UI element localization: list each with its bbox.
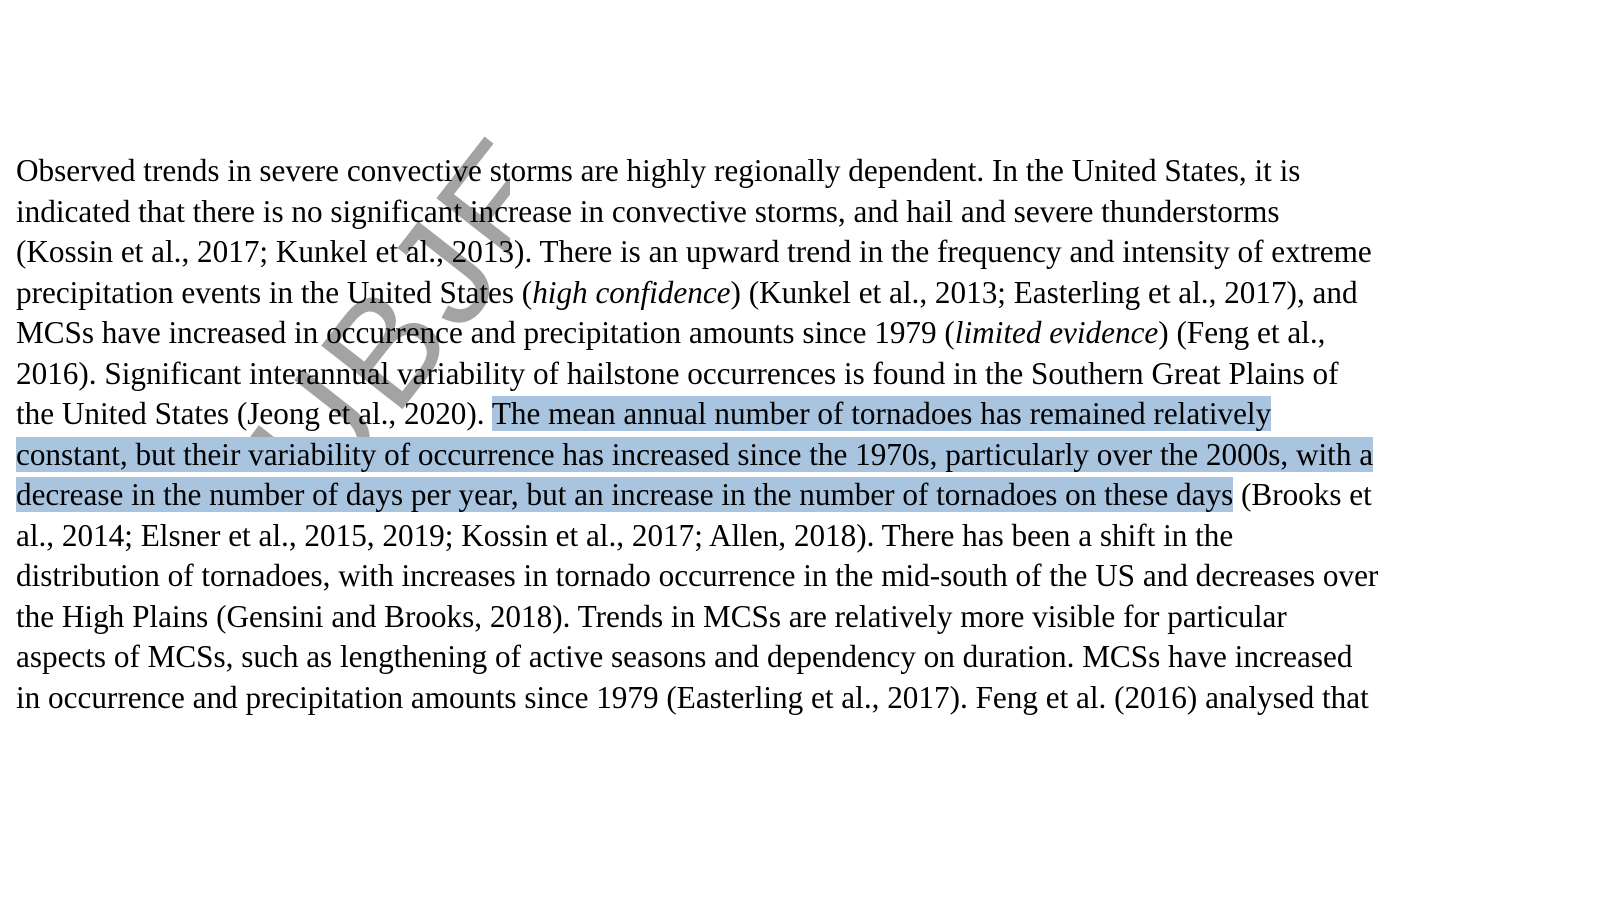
highlighted-text[interactable]: constant, but their variability of occur… [16,436,1374,472]
text-line: (Kossin et al., 2017; Kunkel et al., 201… [16,232,1576,273]
text-line: al., 2014; Elsner et al., 2015, 2019; Ko… [16,516,1576,557]
line-text: indicated that there is no significant i… [16,193,1280,229]
line-text: the High Plains (Gensini and Brooks, 201… [16,598,1287,634]
text-line: precipitation events in the United State… [16,273,1576,314]
text-line: constant, but their variability of occur… [16,435,1576,476]
text-line: the High Plains (Gensini and Brooks, 201… [16,597,1576,638]
line-text: (Kossin et al., 2017; Kunkel et al., 201… [16,234,1372,269]
line-text: (Brooks et [1233,477,1372,512]
text-line: 2016). Significant interannual variabili… [16,354,1576,395]
line-text: ) (Kunkel et al., 2013; Easterling et al… [730,274,1358,310]
line-text: Observed trends in severe convective sto… [16,153,1301,188]
text-line: MCSs have increased in occurrence and pr… [16,313,1576,354]
text-line: Observed trends in severe convective sto… [16,151,1576,192]
text-line: decrease in the number of days per year,… [16,475,1576,516]
italic-text: high confidence [532,274,731,310]
text-line: distribution of tornadoes, with increase… [16,556,1576,597]
line-text: distribution of tornadoes, with increase… [16,558,1379,593]
text-line: the United States (Jeong et al., 2020). … [16,394,1576,435]
body-paragraph[interactable]: Observed trends in severe convective sto… [16,151,1576,718]
line-text: ) (Feng et al., [1158,315,1326,350]
line-text: the United States (Jeong et al., 2020). [16,396,492,431]
line-text: precipitation events in the United State… [16,274,533,310]
highlighted-text[interactable]: decrease in the number of days per year,… [16,477,1234,512]
text-line: aspects of MCSs, such as lengthening of … [16,637,1576,678]
line-text: MCSs have increased in occurrence and pr… [16,315,955,350]
line-text: al., 2014; Elsner et al., 2015, 2019; Ko… [16,517,1234,553]
line-text: in occurrence and precipitation amounts … [16,679,1369,715]
line-text: aspects of MCSs, such as lengthening of … [16,639,1353,674]
text-line: in occurrence and precipitation amounts … [16,678,1576,719]
highlighted-text[interactable]: The mean annual number of tornadoes has … [491,396,1272,431]
line-text: 2016). Significant interannual variabili… [16,355,1339,391]
italic-text: limited evidence [954,315,1159,350]
text-line: indicated that there is no significant i… [16,192,1576,233]
